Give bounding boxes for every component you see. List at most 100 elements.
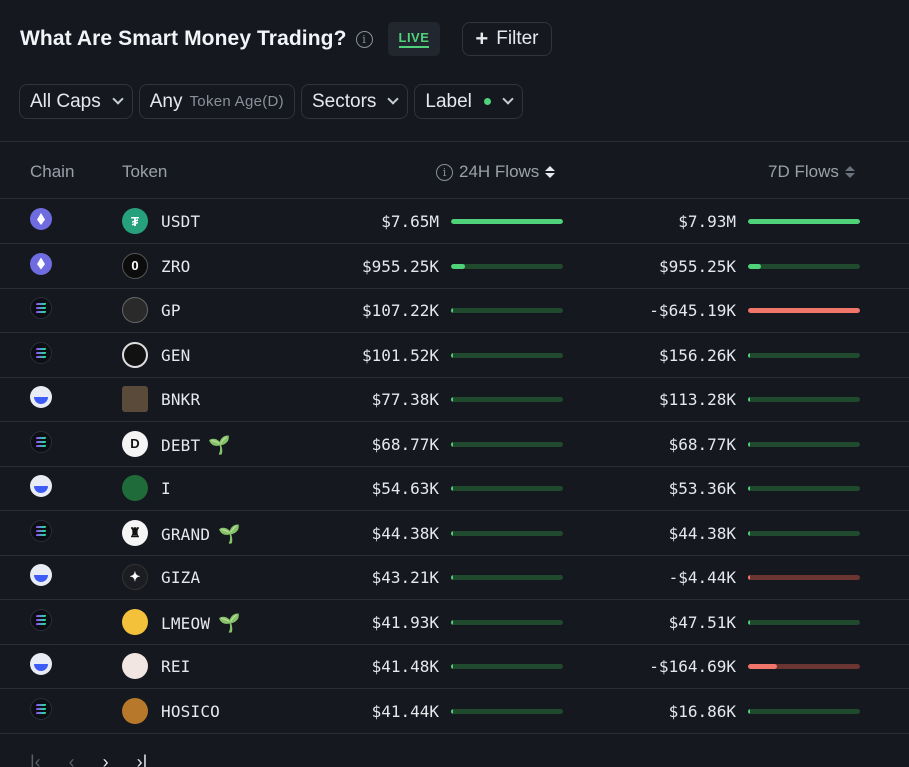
token-symbol-text: GRAND [161,524,211,544]
table-row[interactable]: HOSICO $41.44K $16.86K [0,689,909,734]
new-token-sprout-icon: 🌱 [218,523,241,545]
flow-bar-fill [451,397,453,402]
flow-bar-fill [451,441,453,447]
token-symbol-text: USDT [161,212,201,231]
flow-7h-value: $16.86K [668,701,736,721]
flow-24h-value: $68.77K [371,434,439,454]
flow-24h-value: $41.48K [371,657,439,676]
flow-bar-fill [748,219,860,224]
token-symbol[interactable]: USDT [161,212,200,231]
table-row[interactable]: BNKR $77.38K $113.28K [0,377,909,422]
tether-icon: ₮ [122,208,148,234]
flow-7h-value: $113.28K [658,390,736,409]
sort-icon [545,166,556,178]
flow-bar-fill [451,664,453,669]
flow-24h-bar [451,664,563,669]
token-age-value: Any [149,90,183,112]
new-token-sprout-icon: 🌱 [208,434,231,456]
add-filter-button[interactable]: + Filter [462,22,552,56]
flow-bar-fill [748,530,750,536]
giza-icon: ✦ [122,564,148,590]
flow-bar-fill [748,708,750,714]
flow-24h-bar [451,263,563,269]
table-row[interactable]: REI $41.48K -$164.69K [0,644,909,689]
flow-bar-fill [451,619,453,625]
flow-7h-bar [748,308,860,313]
chevron-down-icon [502,93,514,105]
flow-7h-value: $7.93M [678,212,736,231]
flow-24h-bar [451,352,563,358]
caps-dropdown[interactable]: All Caps [19,84,133,119]
token-symbol[interactable]: LMEOW 🌱 [161,613,241,634]
token-symbol[interactable]: I [161,479,171,498]
table-row[interactable]: ✦ GIZA $43.21K -$4.44K [0,555,909,600]
live-badge: LIVE [387,22,441,56]
table-row[interactable]: D DEBT 🌱 $68.77K $68.77K [0,422,909,467]
token-age-filter[interactable]: Any Token Age(D) [138,84,295,119]
flow-24h-bar [451,219,563,224]
caps-dropdown-label: All Caps [30,90,101,112]
column-header-chain: Chain [30,162,75,181]
token-symbol[interactable]: REI [161,657,191,676]
token-symbol[interactable]: GRAND 🌱 [161,524,241,545]
flow-24h-bar [451,708,563,714]
token-symbol-text: DEBT [161,435,201,455]
column-header-7d-flows[interactable]: 7D Flows [768,162,855,182]
token-symbol[interactable]: GP [161,301,181,320]
token-symbol[interactable]: ZRO [161,257,191,276]
gp-icon [122,297,148,323]
flow-bar-fill [451,486,453,491]
flow-bar-fill [451,263,465,269]
table-row[interactable]: I $54.63K $53.36K [0,466,909,511]
table-row[interactable]: 0 ZRO $955.25K $955.25K [0,244,909,289]
column-header-7d-label: 7D Flows [768,162,839,181]
table-row[interactable]: ₮ USDT $7.65M $7.93M [0,199,909,244]
token-symbol[interactable]: DEBT 🌱 [161,435,231,456]
flow-24h-value: $955.25K [361,256,439,276]
flow-7h-value: $53.36K [668,479,736,498]
token-symbol[interactable]: HOSICO [161,702,220,721]
column-header-24h-flows[interactable]: i 24H Flows [436,162,556,182]
table-row[interactable]: LMEOW 🌱 $41.93K $47.51K [0,600,909,645]
new-token-sprout-icon: 🌱 [218,612,241,634]
next-page-icon[interactable]: › [102,752,109,767]
i-token-icon [122,475,148,501]
token-symbol-text: REI [161,657,191,676]
solana-chain-icon [30,608,52,631]
filter-button-label: Filter [496,28,539,49]
label-dropdown[interactable]: Label [414,84,523,119]
flow-24h-value: $54.63K [371,479,439,498]
base-chain-icon [30,386,52,408]
token-symbol[interactable]: GEN [161,346,191,365]
bnkr-icon [122,386,148,412]
first-page-icon[interactable]: |‹ [30,752,41,767]
token-symbol[interactable]: GIZA [161,568,200,587]
flow-7h-value: -$4.44K [668,568,736,587]
flow-7h-value: $44.38K [668,523,736,543]
last-page-icon[interactable]: ›| [136,752,148,767]
sectors-dropdown[interactable]: Sectors [300,84,409,119]
page-title: What Are Smart Money Trading? [20,27,347,50]
lmeow-icon [122,608,148,635]
info-icon[interactable]: i [436,163,453,181]
token-symbol[interactable]: BNKR [161,390,200,409]
sectors-dropdown-label: Sectors [311,90,377,112]
flow-24h-bar [451,575,563,580]
table-row[interactable]: GEN $101.52K $156.26K [0,333,909,378]
flow-24h-bar [451,530,563,536]
flow-7h-bar [748,397,860,402]
flow-7h-bar [748,575,860,580]
table-header: Chain Token i 24H Flows 7D Flows [0,141,909,199]
pagination: |‹ ‹ › ›| [30,752,147,767]
prev-page-icon[interactable]: ‹ [68,752,75,767]
table-row[interactable]: ♜ GRAND 🌱 $44.38K $44.38K [0,511,909,556]
sort-icon [844,166,855,178]
rei-icon [122,653,148,679]
token-symbol-text: ZRO [161,256,191,276]
table-row[interactable]: GP $107.22K -$645.19K [0,288,909,333]
solana-chain-icon [30,341,52,364]
flow-24h-bar [451,619,563,625]
token-symbol-text: LMEOW [161,613,211,633]
flow-7h-bar [748,219,860,224]
info-icon[interactable]: i [355,30,373,48]
